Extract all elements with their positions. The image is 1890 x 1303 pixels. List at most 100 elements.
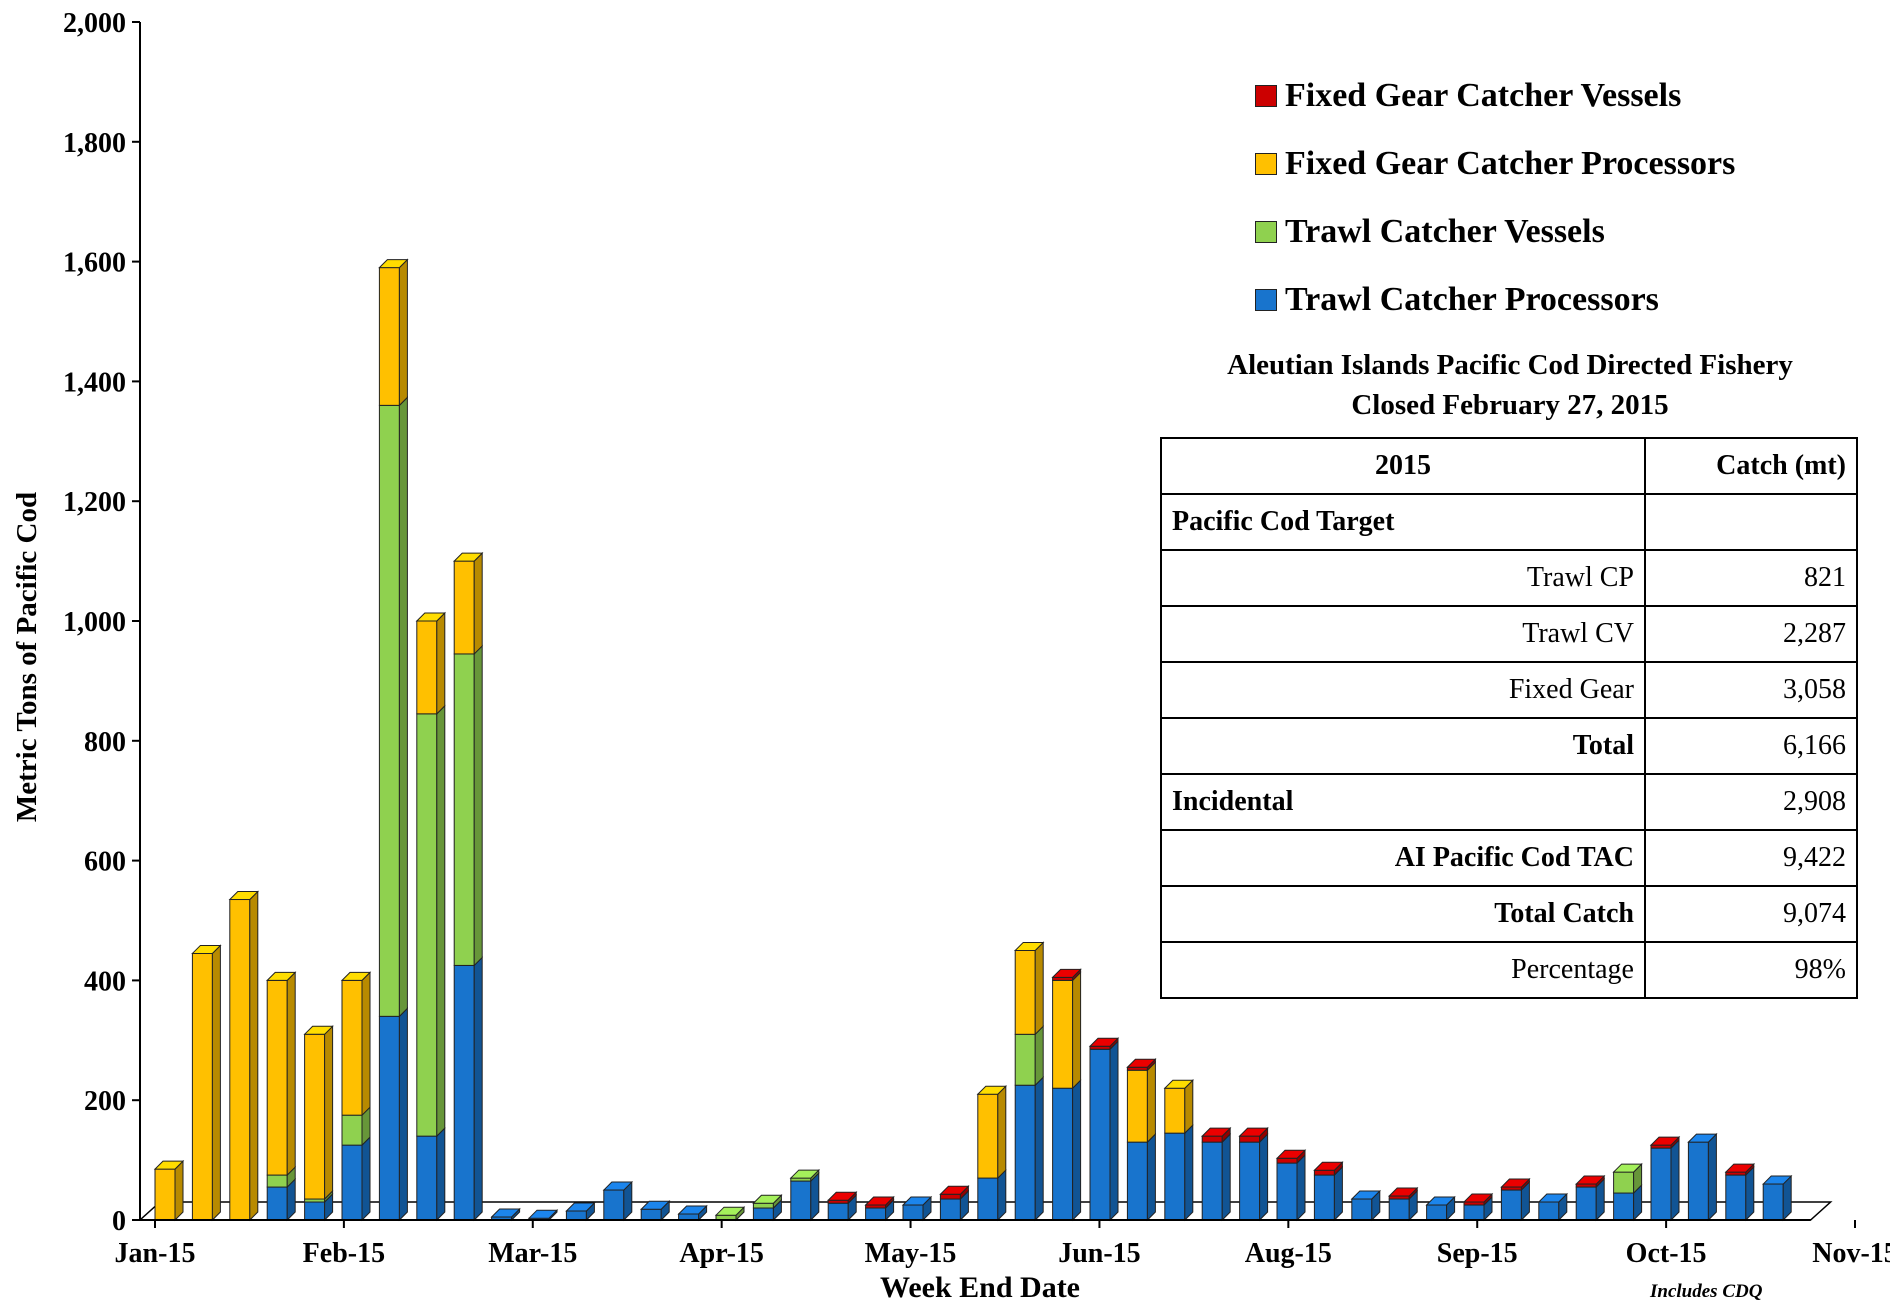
row-label-total: Total <box>1160 717 1646 775</box>
bar-segment-side <box>1072 1079 1082 1222</box>
bar-stack <box>1724 1162 1756 1222</box>
legend-item: Fixed Gear Catcher Processors <box>1255 130 1735 198</box>
bar-top-cap <box>415 612 447 622</box>
bar-segment <box>453 653 475 966</box>
bar-stack <box>976 1085 1008 1222</box>
table-title: Aleutian Islands Pacific Cod Directed Fi… <box>1140 345 1880 425</box>
bar-segment <box>1575 1186 1597 1221</box>
row-value-trawl-cv: 2,287 <box>1644 605 1858 663</box>
table-row: Trawl CV 2,287 <box>1160 605 1858 663</box>
bar-stack <box>565 1201 596 1222</box>
bar-segment-side <box>436 704 446 1138</box>
bar-segment <box>416 1135 438 1221</box>
bar-segment <box>1126 1069 1148 1143</box>
bar-top-cap <box>378 259 409 269</box>
bar-top-cap <box>1387 1187 1419 1197</box>
bar-top-cap <box>1425 1196 1456 1206</box>
bar-segment <box>341 1114 363 1146</box>
bar-stack <box>1425 1195 1456 1222</box>
bar-segment <box>1388 1198 1410 1221</box>
bar-segment-side <box>1072 971 1082 1090</box>
bar-top-cap <box>452 552 484 562</box>
row-label-total-catch: Total Catch <box>1160 885 1646 943</box>
bar-segment <box>1276 1157 1298 1164</box>
bar-top-cap <box>1200 1127 1232 1137</box>
row-value-total: 6,166 <box>1644 717 1858 775</box>
bar-top-cap <box>1051 968 1082 978</box>
bar-segment-side <box>398 258 408 407</box>
bar-segment <box>453 964 475 1221</box>
bar-top-cap <box>1500 1178 1531 1188</box>
bar-segment <box>416 713 438 1137</box>
bar-stack <box>1126 1058 1157 1222</box>
row-value-tac: 9,422 <box>1644 829 1858 887</box>
y-tick-label: 2,000 <box>63 8 126 39</box>
x-tick-label: Mar-15 <box>488 1238 577 1269</box>
bar-top-cap <box>789 1169 821 1179</box>
bar-segment <box>939 1193 961 1200</box>
bar-top-cap <box>490 1208 521 1218</box>
bar-segment <box>977 1093 999 1179</box>
y-tick-label: 200 <box>84 1086 126 1117</box>
bar-stack <box>714 1206 746 1222</box>
bar-top-cap <box>602 1181 634 1191</box>
legend-swatch-trawl-cp <box>1255 289 1277 311</box>
bar-segment <box>939 1198 961 1221</box>
bar-segment-side <box>473 956 483 1222</box>
bar-stack <box>1238 1126 1269 1222</box>
bar-top-cap <box>565 1202 596 1212</box>
legend-item: Fixed Gear Catcher Vessels <box>1255 62 1735 130</box>
bar-segment <box>154 1168 176 1221</box>
bar-segment <box>229 899 251 1221</box>
bar-segment <box>416 620 438 715</box>
bar-top-cap <box>1163 1079 1195 1089</box>
x-axis-label: Week End Date <box>880 1271 1080 1298</box>
bar-segment <box>827 1202 849 1221</box>
bar-stack <box>265 971 297 1222</box>
y-axis-label: Metric Tons of Pacific Cod <box>11 492 43 822</box>
bar-top-cap <box>1126 1058 1157 1068</box>
bar-segment <box>565 1210 587 1221</box>
bar-segment-side <box>324 1025 334 1201</box>
bar-segment <box>1014 949 1036 1035</box>
bar-segment <box>1239 1135 1261 1143</box>
bar-segment-side <box>1745 1165 1755 1222</box>
bar-top-cap <box>1537 1193 1569 1203</box>
bar-stack <box>1088 1037 1120 1222</box>
bar-stack <box>378 258 409 1222</box>
bar-segment <box>304 1033 326 1200</box>
bar-top-cap <box>1724 1163 1756 1173</box>
bar-segment <box>378 267 400 406</box>
bar-segment-side <box>211 944 221 1222</box>
bar-top-cap <box>1612 1163 1643 1173</box>
legend-swatch-fixed-gear-cv <box>1255 85 1277 107</box>
bar-segment-side <box>249 890 259 1222</box>
bar-segment <box>378 404 400 1017</box>
row-label-incidental: Incidental <box>1160 773 1646 831</box>
legend-item: Trawl Catcher Vessels <box>1255 198 1735 266</box>
bar-stack <box>1313 1161 1344 1222</box>
bar-segment <box>1463 1204 1485 1221</box>
bar-stack <box>1612 1162 1643 1222</box>
y-tick-label: 1,400 <box>63 367 126 398</box>
bar-stack <box>677 1204 708 1222</box>
bar-segment <box>902 1204 924 1221</box>
bar-segment <box>1239 1141 1261 1221</box>
bar-segment-side <box>1034 1076 1044 1222</box>
legend-swatch-fixed-gear-cp <box>1255 153 1277 175</box>
legend-label: Trawl Catcher Vessels <box>1285 213 1605 250</box>
bar-top-cap <box>153 1160 185 1170</box>
row-value-trawl-cp: 821 <box>1644 549 1858 607</box>
table-title-line2: Closed February 27, 2015 <box>1351 389 1669 421</box>
x-tick-label: May-15 <box>865 1238 957 1269</box>
bar-segment <box>752 1202 774 1209</box>
bar-segment <box>640 1208 662 1221</box>
x-tick-label: Nov-15 <box>1812 1238 1890 1269</box>
axes: 0 200 400 600 800 1,000 1,200 1,400 1,600 1,800 2,… <box>63 8 1890 1269</box>
bar-segment-side <box>1146 1061 1156 1144</box>
bar-segment <box>378 1015 400 1221</box>
bar-segment <box>790 1180 812 1221</box>
bar-stack <box>1387 1186 1419 1222</box>
table-row: Pacific Cod Target <box>1160 493 1858 551</box>
bar-top-cap <box>1462 1193 1494 1203</box>
